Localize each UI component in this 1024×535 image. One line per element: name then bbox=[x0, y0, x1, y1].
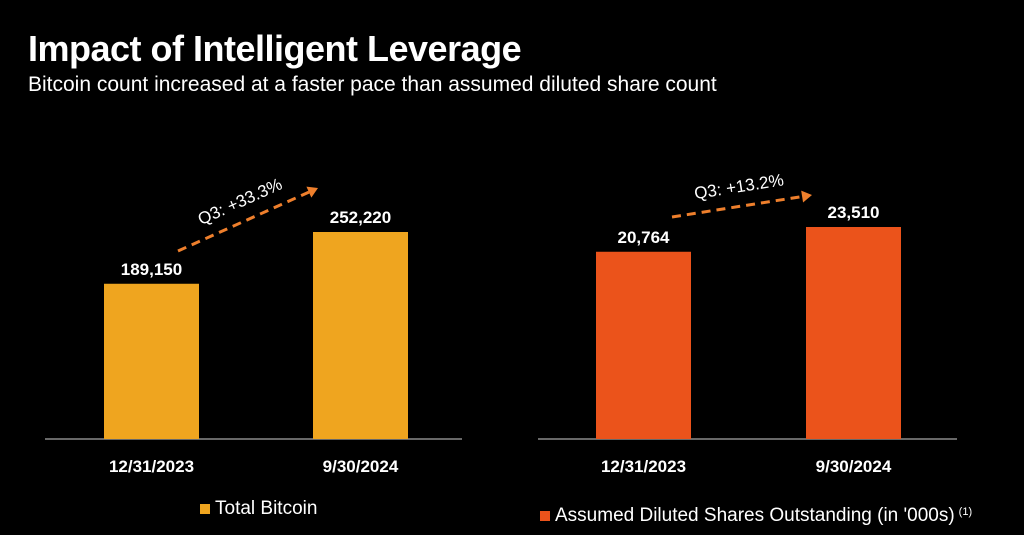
bar bbox=[104, 283, 199, 439]
x-tick-label: 9/30/2024 bbox=[323, 457, 399, 476]
growth-arrow-head bbox=[801, 190, 812, 203]
legend-swatch bbox=[200, 504, 210, 514]
x-tick-label: 12/31/2023 bbox=[109, 457, 194, 476]
data-label: 252,220 bbox=[330, 208, 391, 227]
page-subtitle: Bitcoin count increased at a faster pace… bbox=[28, 73, 717, 96]
legend-label: Total Bitcoin bbox=[215, 498, 318, 519]
growth-annotation: Q3: +33.3% bbox=[195, 175, 285, 229]
bar bbox=[596, 251, 691, 439]
page-title: Impact of Intelligent Leverage bbox=[28, 28, 522, 69]
legend-label: Assumed Diluted Shares Outstanding (in '… bbox=[555, 505, 955, 526]
growth-arrow-line bbox=[671, 195, 803, 219]
bar bbox=[806, 227, 901, 439]
legend-swatch bbox=[540, 511, 550, 521]
legend-diluted-shares: Assumed Diluted Shares Outstanding (in '… bbox=[540, 505, 972, 527]
footnote-marker: (1) bbox=[958, 506, 973, 518]
legend-total-bitcoin: Total Bitcoin bbox=[200, 498, 317, 520]
x-tick-label: 12/31/2023 bbox=[601, 457, 686, 476]
data-label: 189,150 bbox=[121, 260, 182, 279]
data-label: 23,510 bbox=[828, 203, 880, 222]
data-label: 20,764 bbox=[618, 228, 671, 247]
growth-arrow-head bbox=[306, 186, 318, 198]
growth-arrow-line bbox=[177, 190, 310, 253]
x-tick-label: 9/30/2024 bbox=[816, 457, 892, 476]
growth-annotation: Q3: +13.2% bbox=[693, 170, 785, 203]
bar bbox=[313, 232, 408, 439]
